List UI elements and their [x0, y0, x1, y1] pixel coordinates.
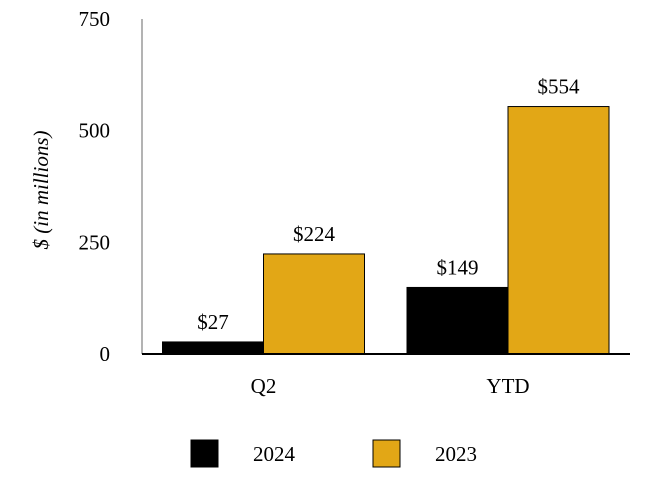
legend: 2024 2023 [190, 439, 477, 468]
legend-swatch-2023 [372, 439, 401, 468]
bar-2024-YTD [406, 286, 509, 355]
y-tick-label: 250 [79, 230, 111, 254]
bar-value-label: $27 [197, 310, 229, 334]
bar-2023-YTD [507, 106, 610, 355]
y-axis-ticks: 0 250 500 750 [79, 7, 111, 366]
x-tick-label: Q2 [251, 374, 277, 398]
legend-label: 2023 [435, 442, 477, 466]
y-axis-title: $ (in millions) [29, 130, 53, 249]
legend-swatch-2024 [190, 439, 219, 468]
y-tick-label: 750 [79, 7, 111, 31]
legend-label: 2024 [253, 442, 296, 466]
bar-value-label: $149 [437, 255, 479, 279]
bar-value-label: $224 [293, 222, 336, 246]
x-tick-label: YTD [486, 374, 529, 398]
y-tick-label: 500 [79, 119, 111, 143]
bar-value-labels: $27 $224 $149 $554 [197, 75, 580, 334]
y-tick-label: 0 [100, 342, 111, 366]
bars [162, 106, 610, 355]
bar-2024-Q2 [162, 341, 264, 355]
x-axis-labels: Q2 YTD [251, 374, 530, 398]
bar-value-label: $554 [538, 75, 581, 99]
bar-2023-Q2 [263, 253, 365, 355]
